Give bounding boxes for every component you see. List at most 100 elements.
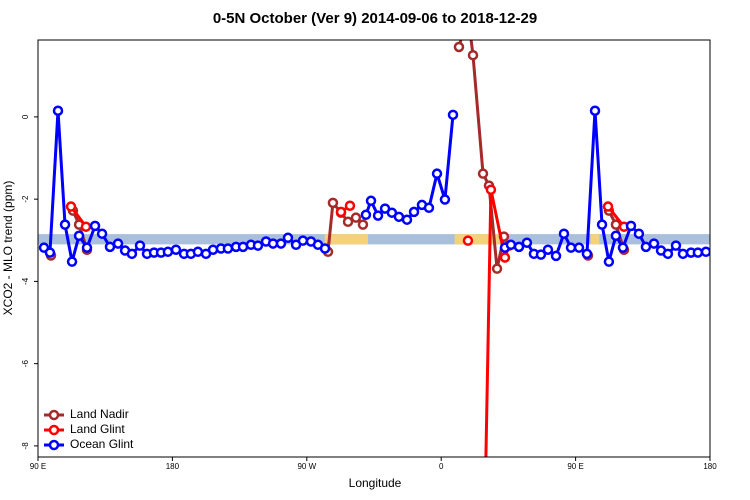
data-point [447, 109, 459, 121]
data-point [700, 246, 710, 258]
data-point [610, 230, 622, 242]
band-highlight [590, 234, 600, 245]
data-point [491, 263, 503, 274]
data-point [677, 248, 689, 260]
data-point [401, 214, 413, 225]
data-point [134, 240, 146, 251]
data-point [89, 220, 101, 232]
data-point [170, 244, 182, 255]
data-point [372, 210, 384, 221]
data-point [344, 200, 356, 211]
band-highlight [454, 234, 500, 245]
data-point [565, 242, 577, 253]
x-axis-label: Longitude [349, 476, 402, 490]
data-point [670, 240, 682, 251]
plot-frame [37, 39, 711, 458]
legend-label: Ocean Glint [70, 437, 134, 451]
data-point [162, 246, 174, 258]
data-point [423, 202, 435, 214]
data-point [222, 243, 234, 254]
data-point [439, 194, 451, 205]
data-point [44, 247, 56, 258]
data-point [558, 228, 570, 239]
series-line [364, 114, 455, 222]
data-point [550, 250, 562, 262]
data-point [485, 184, 497, 195]
x-tick-label: 90 E [30, 462, 46, 471]
data-point [52, 105, 64, 116]
data-point [96, 228, 108, 239]
data-point [408, 206, 420, 218]
data-point [505, 239, 517, 251]
legend-label: Land Glint [70, 422, 125, 436]
data-point [319, 243, 331, 254]
data-point [252, 240, 264, 251]
data-point [602, 201, 614, 212]
data-point [617, 242, 629, 253]
y-axis-label: XCO2 - MLO trend (ppm) [1, 181, 15, 316]
data-point [513, 241, 525, 253]
data-point [633, 228, 645, 239]
data-point [112, 238, 124, 249]
data-point [357, 219, 369, 230]
data-point [80, 221, 92, 232]
data-point [521, 237, 533, 248]
data-point [542, 244, 554, 255]
legend-marker [48, 409, 60, 421]
x-tick-label: 180 [703, 462, 717, 471]
data-point [81, 242, 93, 253]
legend-marker [48, 424, 60, 436]
data-point [603, 256, 615, 267]
data-point [625, 220, 637, 232]
data-point [207, 244, 219, 255]
data-point [573, 242, 585, 253]
data-point [342, 216, 354, 228]
x-tick-label: 90 W [297, 462, 316, 471]
x-tick-label: 180 [166, 462, 180, 471]
y-tick-label: -4 [21, 277, 30, 285]
chart-title: 0-5N October (Ver 9) 2014-09-06 to 2018-… [213, 10, 537, 27]
data-point [462, 235, 474, 246]
data-point [453, 41, 465, 53]
legend-marker [48, 439, 60, 451]
y-tick-label: -2 [21, 195, 30, 203]
data-point [350, 212, 362, 223]
data-point [596, 219, 608, 230]
data-point [467, 49, 479, 61]
data-point [282, 232, 294, 244]
data-point [365, 195, 377, 207]
data-point [59, 219, 71, 230]
data-point [275, 238, 287, 249]
series-line [457, 40, 506, 269]
data-point [692, 247, 704, 258]
x-tick-label: 90 E [567, 462, 583, 471]
data-point [297, 235, 309, 246]
data-point [589, 105, 601, 116]
legend-label: Land Nadir [70, 407, 129, 421]
band-highlight [324, 234, 369, 245]
data-point [327, 197, 339, 209]
data-point [104, 241, 116, 253]
data-point [66, 256, 78, 267]
data-point [581, 248, 593, 260]
data-point [192, 246, 204, 258]
data-point [640, 241, 652, 253]
data-point [126, 248, 138, 260]
data-point [360, 209, 372, 221]
data-point [73, 230, 85, 242]
data-point [535, 249, 547, 260]
data-point [499, 252, 511, 263]
data-point [393, 211, 405, 223]
data-point [335, 206, 347, 218]
x-tick-label: 0 [439, 462, 444, 471]
data-point [65, 201, 77, 212]
y-tick-label: -6 [21, 360, 30, 368]
reference-band [38, 234, 710, 245]
data-point [477, 168, 489, 179]
plot-area [38, 40, 710, 457]
data-point [431, 168, 443, 179]
data-point [648, 238, 660, 249]
data-point [662, 248, 674, 260]
y-tick-label: 0 [21, 114, 30, 119]
